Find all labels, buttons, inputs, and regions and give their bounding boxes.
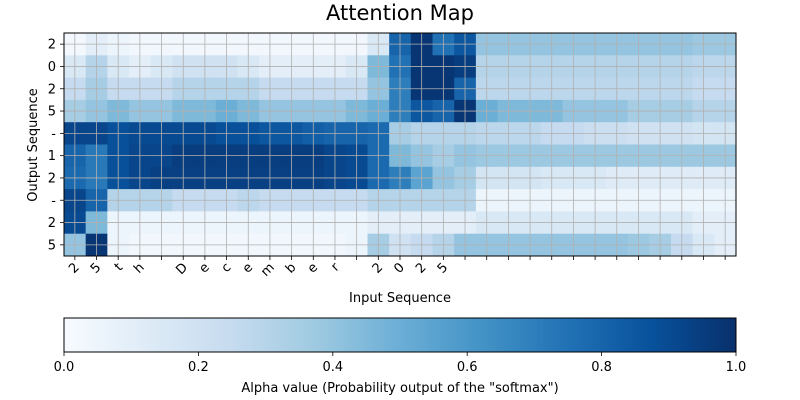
x-tick-label: r [328,260,343,275]
y-tick-label: 2 [48,38,56,53]
colorbar-tick-label: 0.0 [54,360,75,375]
x-tick-label: h [131,260,147,276]
y-axis-label: Output Sequence [26,88,41,201]
chart-title: Attention Map [326,1,474,25]
colorbar-tick-label: 0.6 [457,360,478,375]
y-axis-ticks: 2 0 2 5 - 1 2 - 2 5 [48,38,64,253]
x-tick-label: 2 [370,260,386,276]
y-tick-label: - [51,127,56,142]
x-tick-label: D [173,260,191,278]
x-tick-label: 0 [391,260,407,276]
x-tick-label: m [258,260,278,280]
x-tick-label: b [283,260,299,276]
y-tick-label: - [51,194,56,209]
y-tick-label: 2 [48,171,56,186]
x-tick-label: e [305,260,321,276]
x-tick-label: e [240,260,256,276]
x-tick-label: 2 [66,260,82,276]
y-tick-label: 2 [48,82,56,97]
colorbar-tick-label: 1.0 [726,360,747,375]
x-tick-label: 5 [435,260,451,276]
x-tick-label: 5 [88,260,104,276]
colorbar-tick-label: 0.8 [591,360,612,375]
x-tick-label: 2 [413,260,429,276]
x-tick-label: e [196,260,212,276]
colorbar-ticks: 0.0 0.2 0.4 0.6 0.8 1.0 [54,352,747,375]
y-tick-label: 2 [48,216,56,231]
heatmap-grid [64,33,736,256]
x-tick-label: c [219,260,235,276]
colorbar-label: Alpha value (Probability output of the "… [241,381,558,396]
x-tick-label: t [112,260,126,274]
y-tick-label: 5 [48,105,56,120]
x-axis-label: Input Sequence [349,291,451,306]
y-tick-label: 0 [48,60,56,75]
colorbar-tick-label: 0.4 [322,360,343,375]
y-tick-label: 5 [48,238,56,253]
y-tick-label: 1 [48,149,56,164]
colorbar [63,317,737,353]
colorbar-tick-label: 0.2 [188,360,209,375]
